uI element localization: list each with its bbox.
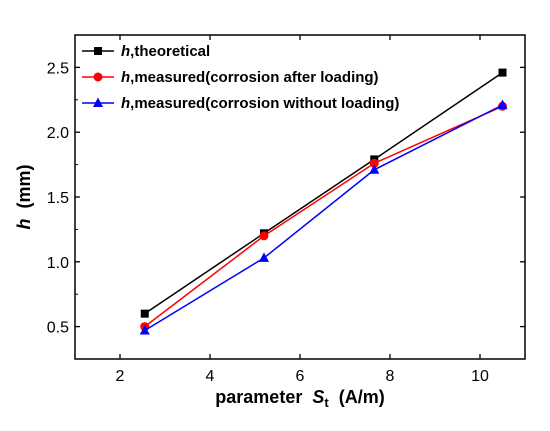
series-2	[140, 101, 507, 332]
x-tick-label: 4	[206, 368, 215, 385]
data-point	[139, 324, 150, 335]
axis-ticks: 2 4 6 8 10 0.5 1.0 1.5 2.0 2.5	[47, 35, 525, 385]
legend-item: h,measured(corrosion after loading)	[82, 69, 379, 86]
data-point	[259, 231, 269, 241]
y-tick-label: 1.0	[47, 255, 69, 272]
x-axis-title: parameter St (A/m)	[215, 387, 384, 410]
legend-item: h,theoretical	[82, 43, 210, 60]
y-axis-title: h (mm)	[14, 164, 34, 229]
series-3	[139, 99, 508, 335]
y-tick-label: 2.0	[47, 125, 69, 142]
series-line	[144, 104, 503, 332]
legend: h,theoretical h,measured(corrosion after …	[82, 43, 399, 112]
series-line	[144, 105, 503, 328]
data-point	[140, 309, 149, 318]
data-point	[369, 164, 380, 174]
y-tick-label: 1.5	[47, 190, 69, 207]
y-tick-label: 0.5	[47, 320, 69, 337]
legend-item: h,measured(corrosion without loading)	[82, 95, 399, 112]
y-tick-label: 2.5	[47, 60, 69, 77]
series-line	[144, 71, 503, 315]
legend-label: h,measured(corrosion after loading)	[121, 69, 379, 86]
legend-marker	[94, 47, 102, 55]
x-tick-label: 6	[296, 368, 305, 385]
legend-label: h,measured(corrosion without loading)	[121, 95, 399, 112]
series-layer	[139, 68, 508, 335]
data-point	[369, 158, 379, 168]
data-point	[259, 252, 269, 262]
legend-marker	[93, 97, 103, 107]
legend-marker	[93, 72, 103, 82]
data-point	[497, 99, 508, 109]
x-tick-label: 8	[386, 368, 395, 385]
data-point	[498, 68, 507, 77]
x-tick-label: 2	[116, 368, 125, 385]
legend-label: h,theoretical	[121, 43, 210, 60]
x-tick-label: 10	[471, 368, 489, 385]
